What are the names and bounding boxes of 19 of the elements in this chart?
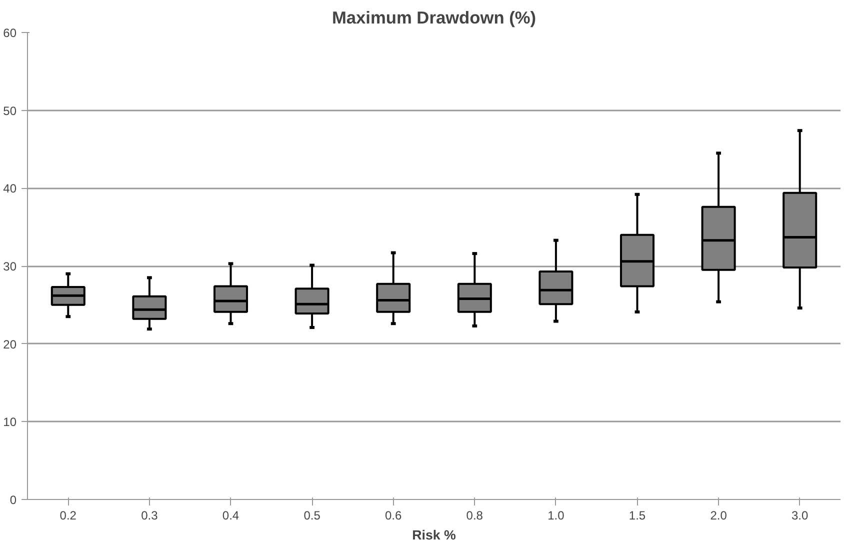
x-tick-label: 1.0 bbox=[548, 508, 565, 522]
y-tick-label: 60 bbox=[3, 26, 17, 40]
x-tick-label: 0.5 bbox=[304, 508, 321, 522]
x-tick-label: 1.5 bbox=[628, 508, 646, 522]
y-tick-label: 30 bbox=[3, 260, 17, 274]
y-tick-label: 40 bbox=[3, 182, 17, 196]
x-tick-label: 0.2 bbox=[60, 508, 77, 522]
y-tick-label: 20 bbox=[3, 337, 17, 352]
y-tick-label: 0 bbox=[10, 493, 17, 507]
x-tick-label: 0.8 bbox=[466, 508, 484, 522]
y-tick-label: 50 bbox=[3, 104, 17, 118]
x-tick-label: 0.4 bbox=[222, 508, 240, 522]
x-tick-label: 0.3 bbox=[141, 508, 158, 522]
y-tick-label: 10 bbox=[3, 415, 17, 430]
x-axis-title: Risk % bbox=[412, 528, 456, 542]
chart-title: Maximum Drawdown (%) bbox=[332, 8, 536, 28]
x-tick-label: 2.0 bbox=[710, 508, 728, 522]
x-tick-label: 3.0 bbox=[792, 508, 809, 522]
x-tick-label: 0.6 bbox=[385, 508, 402, 522]
